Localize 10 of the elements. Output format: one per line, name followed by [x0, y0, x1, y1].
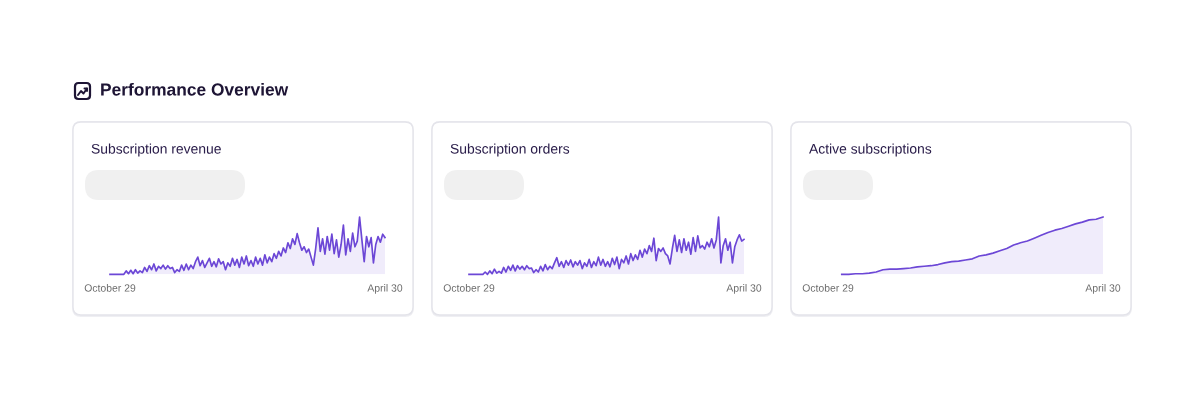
x-tick-label: October 29 — [84, 284, 136, 292]
chart-title: Active subscriptions — [809, 143, 932, 157]
chart-title: Subscription revenue — [91, 143, 221, 157]
text: Performance Overview — [101, 82, 289, 96]
x-tick-label: October 29 — [802, 284, 854, 292]
x-tick-label: October 29 — [443, 284, 495, 292]
x-tick-label: April 30 — [367, 284, 403, 294]
chart-title: Subscription orders — [450, 143, 570, 157]
x-tick-label: April 30 — [1085, 284, 1121, 294]
x-tick-label: April 30 — [726, 284, 762, 294]
